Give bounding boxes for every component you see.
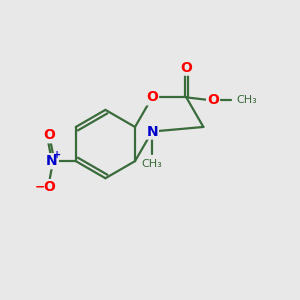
Text: CH₃: CH₃: [237, 95, 258, 105]
Text: −: −: [34, 181, 45, 194]
Text: O: O: [146, 90, 158, 104]
Text: +: +: [53, 150, 62, 160]
Text: N: N: [146, 124, 158, 139]
Text: O: O: [180, 61, 192, 75]
Text: CH₃: CH₃: [142, 159, 163, 169]
Text: N: N: [46, 154, 58, 168]
Text: O: O: [43, 128, 55, 142]
Text: O: O: [43, 180, 55, 194]
Text: O: O: [207, 93, 219, 107]
